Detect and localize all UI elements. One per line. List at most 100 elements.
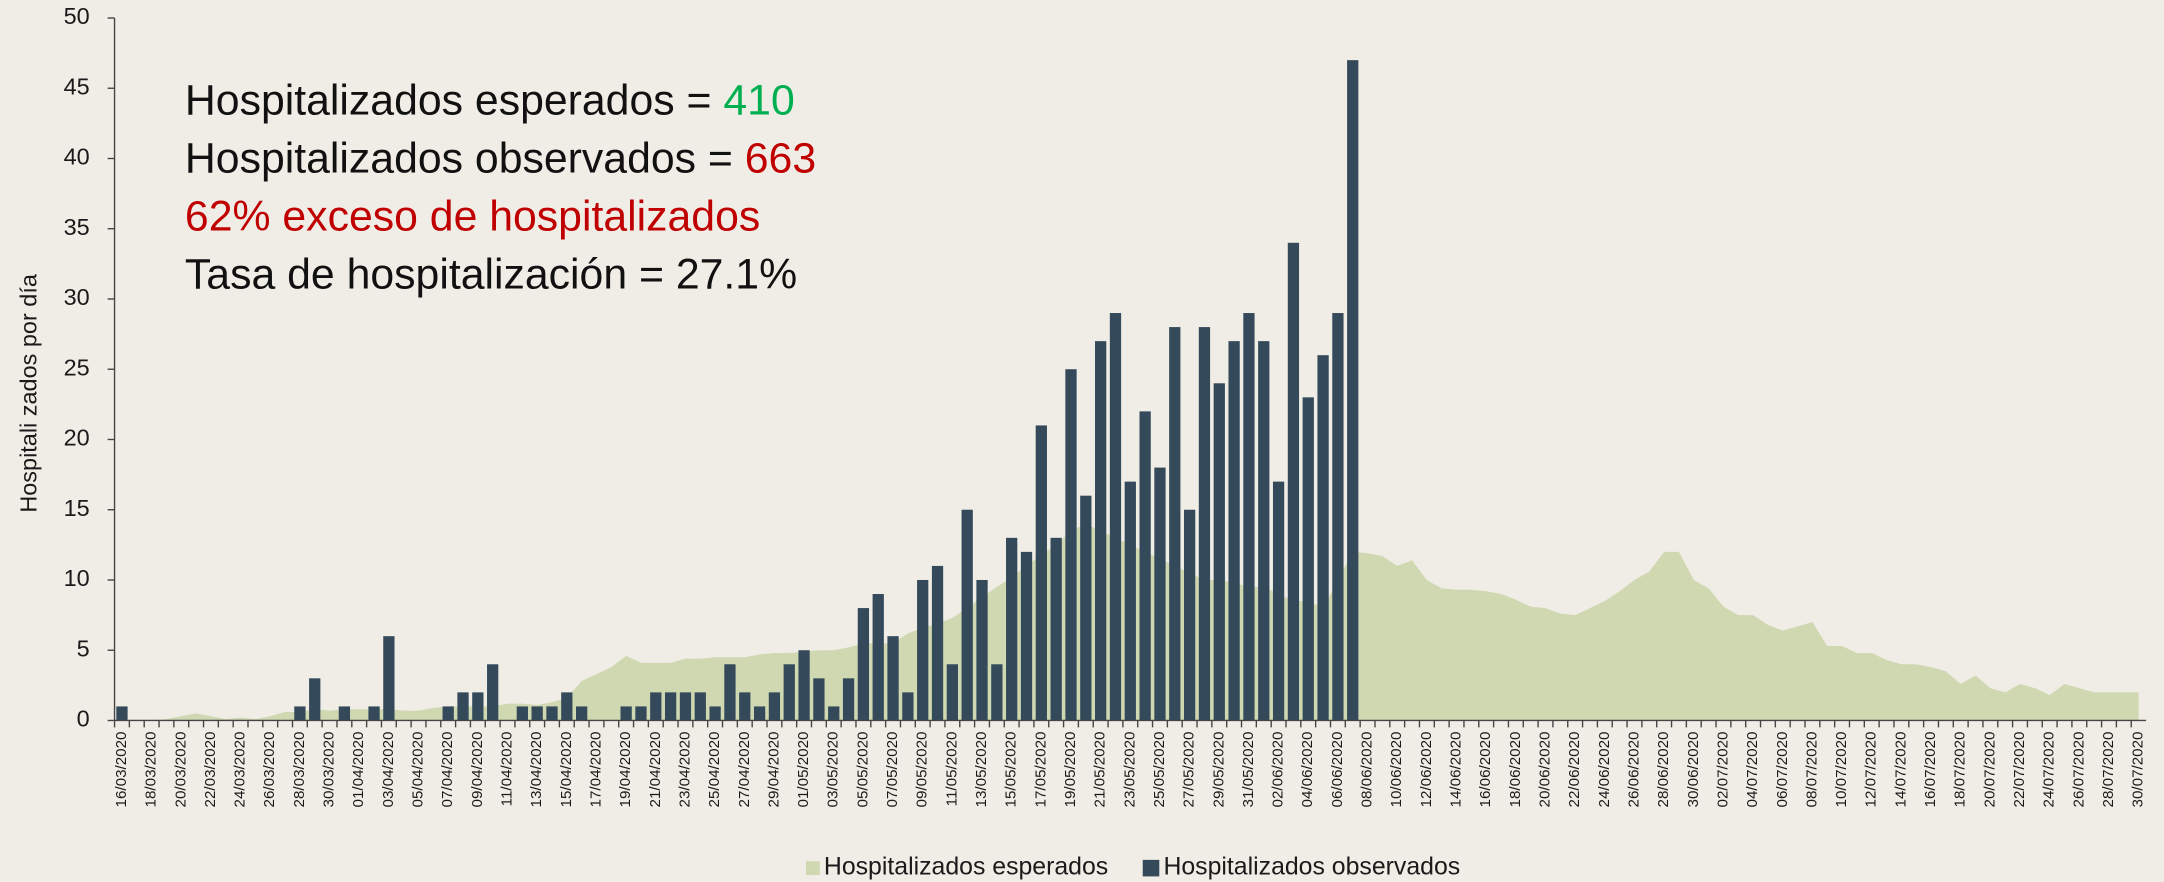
- x-tick-label: 14/06/2020: [1448, 732, 1465, 808]
- x-tick-year: /2020: [1537, 732, 1554, 770]
- x-tick-date: 18/07: [1952, 769, 1969, 807]
- x-tick-label: 04/07/2020: [1744, 732, 1761, 808]
- bar: [1183, 509, 1196, 721]
- x-tick-date: 26/03: [261, 769, 278, 807]
- x-tick-year: /2020: [2130, 732, 2147, 770]
- x-tick-date: 06/07: [1774, 769, 1791, 807]
- x-tick-year: /2020: [973, 732, 990, 770]
- bar: [472, 692, 484, 721]
- bar: [1198, 327, 1211, 721]
- x-tick-date: 17/05: [1032, 769, 1049, 807]
- x-tick-date: 26/07: [2070, 769, 2087, 807]
- x-tick-label: 09/05/2020: [914, 732, 931, 808]
- bar: [1006, 537, 1018, 721]
- x-tick-date: 30/06: [1685, 769, 1702, 807]
- legend-swatch: [805, 861, 820, 876]
- x-tick-label: 02/07/2020: [1714, 732, 1731, 808]
- annotation-part: Hospitalizados observados =: [185, 135, 745, 183]
- x-tick-label: 06/07/2020: [1774, 732, 1791, 808]
- x-tick-label: 19/04/2020: [617, 732, 634, 808]
- x-tick-year: /2020: [1092, 732, 1109, 770]
- x-tick-label: 08/06/2020: [1359, 732, 1376, 808]
- x-tick-label: 24/07/2020: [2041, 732, 2058, 808]
- bar: [1050, 537, 1062, 721]
- bar: [1080, 495, 1092, 721]
- x-tick-date: 24/06: [1596, 769, 1613, 807]
- x-tick-date: 29/04: [765, 769, 782, 807]
- x-tick-date: 12/07: [1863, 769, 1880, 807]
- bar: [753, 706, 766, 721]
- x-tick-date: 08/07: [1803, 769, 1820, 807]
- x-tick-date: 17/04: [587, 769, 604, 807]
- bar: [576, 706, 588, 721]
- x-tick-label: 21/04/2020: [647, 732, 664, 808]
- x-tick-year: /2020: [2041, 732, 2058, 770]
- x-tick-year: /2020: [854, 732, 871, 770]
- x-tick-date: 04/07: [1744, 769, 1761, 807]
- x-tick-label: 30/07/2020: [2130, 732, 2147, 808]
- x-tick-label: 13/05/2020: [973, 732, 990, 808]
- x-tick-label: 24/06/2020: [1596, 732, 1613, 808]
- x-tick-label: 16/06/2020: [1477, 732, 1494, 808]
- bar: [991, 664, 1003, 721]
- x-tick-label: 18/03/2020: [143, 732, 160, 808]
- x-tick-label: 08/07/2020: [1803, 732, 1820, 808]
- x-tick-year: /2020: [321, 732, 338, 770]
- x-tick-label: 24/03/2020: [232, 732, 249, 808]
- bar: [828, 706, 840, 721]
- x-tick-year: /2020: [1685, 732, 1702, 770]
- x-tick-label: 02/06/2020: [1270, 732, 1287, 808]
- x-tick-date: 12/06: [1418, 769, 1435, 807]
- x-tick-year: /2020: [1003, 732, 1020, 770]
- y-tick-label: 30: [64, 284, 90, 310]
- x-tick-date: 20/06: [1537, 769, 1554, 807]
- bar: [1272, 481, 1285, 721]
- x-tick-date: 05/04: [410, 769, 427, 807]
- bar: [768, 692, 781, 721]
- bar: [902, 692, 914, 721]
- bar: [783, 664, 795, 721]
- x-tick-year: /2020: [410, 732, 427, 770]
- x-tick-year: /2020: [1270, 732, 1287, 770]
- annotation-part: 410: [723, 77, 794, 125]
- x-tick-year: /2020: [232, 732, 249, 770]
- bar: [842, 678, 855, 721]
- x-tick-date: 24/07: [2041, 769, 2058, 807]
- x-tick-year: /2020: [1299, 732, 1316, 770]
- x-tick-year: /2020: [914, 732, 931, 770]
- x-tick-year: /2020: [1507, 732, 1524, 770]
- x-tick-date: 28/03: [291, 769, 308, 807]
- x-tick-label: 26/03/2020: [261, 732, 278, 808]
- bar: [1302, 397, 1314, 721]
- x-tick-label: 14/07/2020: [1892, 732, 1909, 808]
- bar: [531, 706, 543, 721]
- y-tick-label: 50: [64, 3, 90, 29]
- bar: [724, 664, 736, 721]
- x-tick-year: /2020: [1240, 732, 1257, 770]
- bar: [931, 565, 944, 721]
- x-tick-year: /2020: [1388, 732, 1405, 770]
- x-tick-label: 15/04/2020: [558, 732, 575, 808]
- x-tick-label: 03/05/2020: [825, 732, 842, 808]
- x-tick-year: /2020: [1181, 732, 1198, 770]
- x-tick-year: /2020: [261, 732, 278, 770]
- bar: [1154, 467, 1166, 721]
- x-tick-date: 05/05: [854, 769, 871, 807]
- x-tick-label: 10/06/2020: [1388, 732, 1405, 808]
- annotation: Hospitalizados observados = 663: [185, 135, 816, 183]
- x-tick-label: 23/04/2020: [676, 732, 693, 808]
- x-tick-date: 13/05: [973, 769, 990, 807]
- x-tick-date: 06/06: [1329, 769, 1346, 807]
- bar: [739, 692, 751, 721]
- x-tick-label: 11/04/2020: [499, 732, 516, 807]
- x-tick-date: 28/07: [2100, 769, 2117, 807]
- x-tick-date: 01/05: [795, 769, 812, 807]
- x-tick-year: /2020: [113, 732, 130, 770]
- x-tick-label: 30/06/2020: [1685, 732, 1702, 808]
- x-tick-date: 10/06: [1388, 769, 1405, 807]
- x-tick-year: /2020: [647, 732, 664, 770]
- x-tick-year: /2020: [439, 732, 456, 770]
- x-tick-date: 29/05: [1210, 769, 1227, 807]
- x-tick-date: 04/06: [1299, 769, 1316, 807]
- x-tick-date: 19/04: [617, 769, 634, 807]
